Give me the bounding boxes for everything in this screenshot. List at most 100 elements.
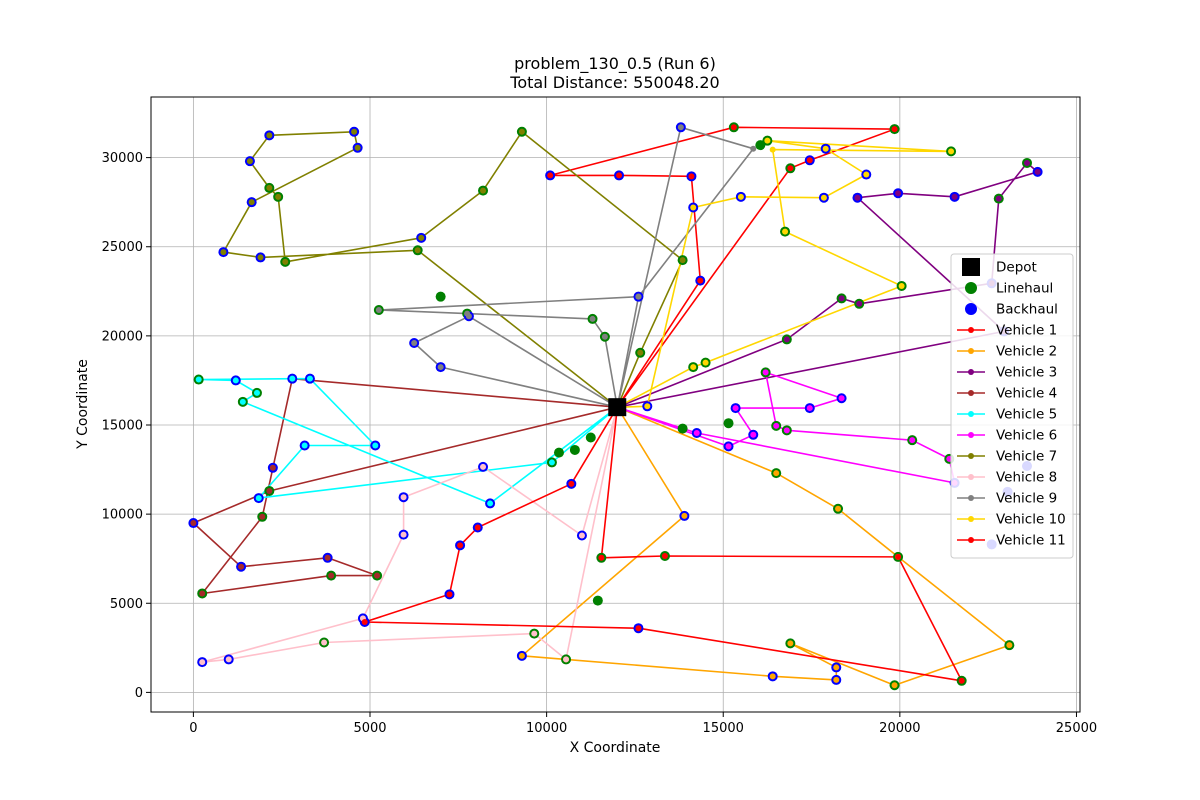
route-stop-vehicle-8 xyxy=(480,463,487,470)
legend-entry: Linehaul xyxy=(965,281,1053,297)
legend-entry: Backhaul xyxy=(965,302,1058,318)
route-stop-vehicle-4 xyxy=(259,513,266,520)
legend-label: Vehicle 10 xyxy=(996,512,1066,528)
route-stop-vehicle-2 xyxy=(518,652,525,659)
x-tick-label: 10000 xyxy=(526,721,567,736)
route-stop-vehicle-9 xyxy=(375,307,382,314)
legend-marker-swatch xyxy=(968,537,974,543)
route-stop-vehicle-4 xyxy=(328,572,335,579)
route-stop-vehicle-5 xyxy=(372,442,379,449)
route-stop-vehicle-10 xyxy=(737,193,744,200)
route-stop-vehicle-3 xyxy=(838,295,845,302)
route-stop-vehicle-7 xyxy=(266,184,273,191)
route-stop-vehicle-7 xyxy=(248,199,255,206)
route-stop-vehicle-8 xyxy=(321,639,328,646)
legend-label: Vehicle 5 xyxy=(996,407,1057,423)
route-line-vehicle-8 xyxy=(201,406,619,663)
route-stop-vehicle-6 xyxy=(725,443,732,450)
route-stop-vehicle-10 xyxy=(769,146,776,153)
y-tick-label: 25000 xyxy=(102,240,143,255)
route-stop-vehicle-9 xyxy=(465,313,472,320)
route-stop-vehicle-10 xyxy=(690,204,697,211)
route-stop-vehicle-5 xyxy=(548,459,555,466)
route-stop-vehicle-7 xyxy=(518,128,525,135)
route-stop-vehicle-4 xyxy=(324,554,331,561)
legend-marker-swatch xyxy=(968,432,974,438)
route-stop-vehicle-4 xyxy=(199,590,206,597)
route-stop-vehicle-5 xyxy=(301,442,308,449)
route-stop-vehicle-4 xyxy=(269,464,276,471)
route-line-vehicle-1 xyxy=(549,126,896,408)
route-stop-vehicle-7 xyxy=(418,234,425,241)
y-tick-label: 10000 xyxy=(102,508,143,523)
route-line-vehicle-4 xyxy=(192,377,618,595)
legend-entry: Depot xyxy=(962,258,1037,276)
route-stop-vehicle-5 xyxy=(253,389,260,396)
linehaul-node xyxy=(585,432,596,443)
legend-entry: Vehicle 3 xyxy=(957,365,1057,381)
route-stop-vehicle-11 xyxy=(958,677,965,684)
route-stop-vehicle-8 xyxy=(531,630,538,637)
legend-node-swatch xyxy=(965,303,977,315)
route-stop-vehicle-7 xyxy=(679,257,686,264)
legend-label: Vehicle 1 xyxy=(996,323,1057,339)
x-tick-label: 25000 xyxy=(1056,721,1097,736)
legend-entry: Vehicle 4 xyxy=(957,386,1057,402)
route-stop-vehicle-8 xyxy=(400,494,407,501)
y-tick-label: 5000 xyxy=(110,597,143,612)
route-stop-vehicle-9 xyxy=(437,364,444,371)
route-stop-vehicle-3 xyxy=(951,193,958,200)
route-stop-vehicle-10 xyxy=(863,171,870,178)
route-stop-vehicle-9 xyxy=(411,340,418,346)
route-stop-vehicle-10 xyxy=(822,145,829,152)
route-stop-vehicle-2 xyxy=(769,673,776,680)
route-stop-vehicle-10 xyxy=(690,364,697,371)
route-stop-vehicle-3 xyxy=(1034,168,1041,175)
route-stop-vehicle-6 xyxy=(806,405,813,412)
route-stop-vehicle-6 xyxy=(773,422,780,429)
legend-entry: Vehicle 11 xyxy=(957,533,1066,549)
y-tick-label: 15000 xyxy=(102,419,143,434)
route-stop-vehicle-6 xyxy=(693,430,700,437)
legend-label: Depot xyxy=(996,260,1037,276)
route-stop-vehicle-5 xyxy=(255,495,262,502)
route-stop-vehicle-2 xyxy=(681,512,688,519)
route-stop-vehicle-4 xyxy=(266,487,273,494)
legend-entry: Vehicle 9 xyxy=(957,491,1057,507)
legend-entry: Vehicle 2 xyxy=(957,344,1057,360)
route-stop-vehicle-9 xyxy=(635,293,642,300)
route-stop-vehicle-7 xyxy=(414,247,421,254)
y-tick-label: 20000 xyxy=(102,329,143,344)
legend-label: Vehicle 6 xyxy=(996,428,1057,444)
route-stop-vehicle-9 xyxy=(750,145,757,152)
route-stop-vehicle-11 xyxy=(474,524,481,531)
route-stop-vehicle-5 xyxy=(289,375,296,382)
route-stop-vehicle-11 xyxy=(446,591,453,598)
legend-marker-swatch xyxy=(968,516,974,522)
route-stop-vehicle-3 xyxy=(895,190,902,197)
x-tick-label: 5000 xyxy=(353,721,386,736)
route-stop-vehicle-10 xyxy=(702,359,709,366)
route-stop-vehicle-7 xyxy=(351,128,358,135)
legend-label: Vehicle 8 xyxy=(996,470,1057,486)
legend-label: Linehaul xyxy=(996,281,1053,297)
y-tick-label: 30000 xyxy=(102,151,143,166)
legend-marker-swatch xyxy=(968,327,974,333)
legend-label: Vehicle 4 xyxy=(996,386,1057,402)
route-stop-vehicle-4 xyxy=(238,563,245,570)
x-tick-label: 15000 xyxy=(703,721,744,736)
chart-title: problem_130_0.5 (Run 6) xyxy=(514,54,716,74)
linehaul-node xyxy=(435,291,446,302)
legend-label: Backhaul xyxy=(996,302,1058,318)
legend-label: Vehicle 11 xyxy=(996,533,1066,549)
route-stop-vehicle-7 xyxy=(480,187,487,194)
route-stop-vehicle-6 xyxy=(783,427,790,434)
route-stop-vehicle-11 xyxy=(598,554,605,561)
route-stop-vehicle-7 xyxy=(275,193,282,200)
route-line-vehicle-7 xyxy=(222,131,684,408)
route-line-vehicle-11 xyxy=(363,406,963,682)
depot-marker-group xyxy=(608,398,627,417)
axis-ticks: 0 5000 10000 15000 20000 25000 0 5000 10000 15000… xyxy=(102,151,1098,736)
legend-marker-swatch xyxy=(968,495,974,501)
legend-marker-swatch xyxy=(968,348,974,354)
